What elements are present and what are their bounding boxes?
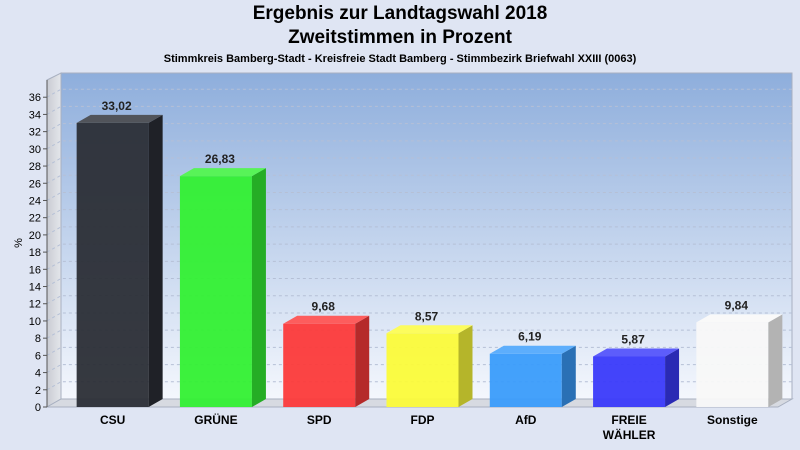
x-tick-label: FREIE	[611, 413, 646, 427]
bar-top	[179, 168, 266, 177]
bar-side	[251, 168, 266, 407]
bar-side	[665, 348, 680, 407]
bar-value-label: 33,02	[102, 99, 132, 113]
bar-value-label: 8,57	[415, 309, 439, 323]
bar-side	[148, 114, 163, 407]
chart-subtitle: Stimmkreis Bamberg-Stadt - Kreisfreie St…	[163, 53, 637, 65]
y-tick-label: 26	[29, 178, 41, 190]
y-tick-label: 4	[35, 368, 41, 380]
bar-value-label: 9,84	[725, 298, 749, 312]
bar-front	[76, 122, 149, 407]
bar-top	[76, 114, 163, 123]
x-tick-label: CSU	[100, 413, 125, 427]
bar-front	[179, 176, 252, 407]
bars: 33,02 26,83 9,68 8,57 6,19 5,87 9,84	[76, 99, 783, 407]
y-tick-label: 36	[29, 92, 41, 104]
y-tick-label: 8	[35, 333, 41, 345]
bar-top	[386, 325, 473, 334]
bar-value-label: 5,87	[621, 332, 645, 346]
y-tick-label: 0	[35, 402, 41, 414]
chart-title-line1: Ergebnis zur Landtagswahl 2018	[252, 3, 548, 24]
bar-fdp: 8,57	[386, 309, 473, 407]
y-tick-label: 14	[29, 282, 41, 294]
y-tick-label: 10	[29, 316, 41, 328]
bar-front	[489, 353, 562, 407]
y-tick-label: 32	[29, 127, 41, 139]
bar-csu: 33,02	[76, 99, 163, 407]
bar-top	[593, 348, 680, 357]
x-tick-label: WÄHLER	[603, 427, 656, 442]
y-tick-label: 6	[35, 350, 41, 362]
y-axis-label: %	[13, 238, 25, 248]
y-tick-label: 34	[29, 109, 41, 121]
bar-value-label: 9,68	[312, 300, 336, 314]
y-tick-label: 16	[29, 264, 41, 276]
y-tick-label: 24	[29, 195, 41, 207]
bar-value-label: 6,19	[518, 330, 542, 344]
bar-afd: 6,19	[489, 330, 576, 407]
x-tick-label: AfD	[515, 413, 537, 427]
bar-value-label: 26,83	[205, 152, 235, 166]
plot-side-wall	[46, 72, 62, 408]
bar-front	[696, 322, 769, 407]
bar-spd: 9,68	[283, 300, 370, 407]
chart-title-line2: Zweitstimmen in Prozent	[288, 27, 512, 48]
y-tick-label: 30	[29, 144, 41, 156]
bar-front	[593, 356, 666, 407]
bar-top	[696, 314, 783, 323]
bar-front	[386, 333, 459, 407]
bar-grüne: 26,83	[179, 152, 266, 407]
y-tick-label: 20	[29, 230, 41, 242]
y-tick-label: 2	[35, 385, 41, 397]
y-tick-label: 22	[29, 213, 41, 225]
y-tick-label: 18	[29, 247, 41, 259]
bar-side	[561, 345, 576, 407]
y-tick-label: 28	[29, 161, 41, 173]
bar-side	[355, 315, 370, 407]
x-tick-label: FDP	[411, 413, 435, 427]
bar-top	[489, 345, 576, 354]
bar-sonstige: 9,84	[696, 298, 783, 407]
bar-front	[283, 323, 356, 407]
x-tick-label: SPD	[307, 413, 332, 427]
bar-side	[458, 325, 473, 407]
bar-top	[283, 315, 370, 324]
x-tick-label: Sonstige	[707, 413, 758, 427]
x-tick-label: GRÜNE	[194, 412, 237, 427]
bar-freie-wähler: 5,87	[593, 332, 680, 407]
y-tick-label: 12	[29, 299, 41, 311]
bar-side	[768, 314, 783, 407]
